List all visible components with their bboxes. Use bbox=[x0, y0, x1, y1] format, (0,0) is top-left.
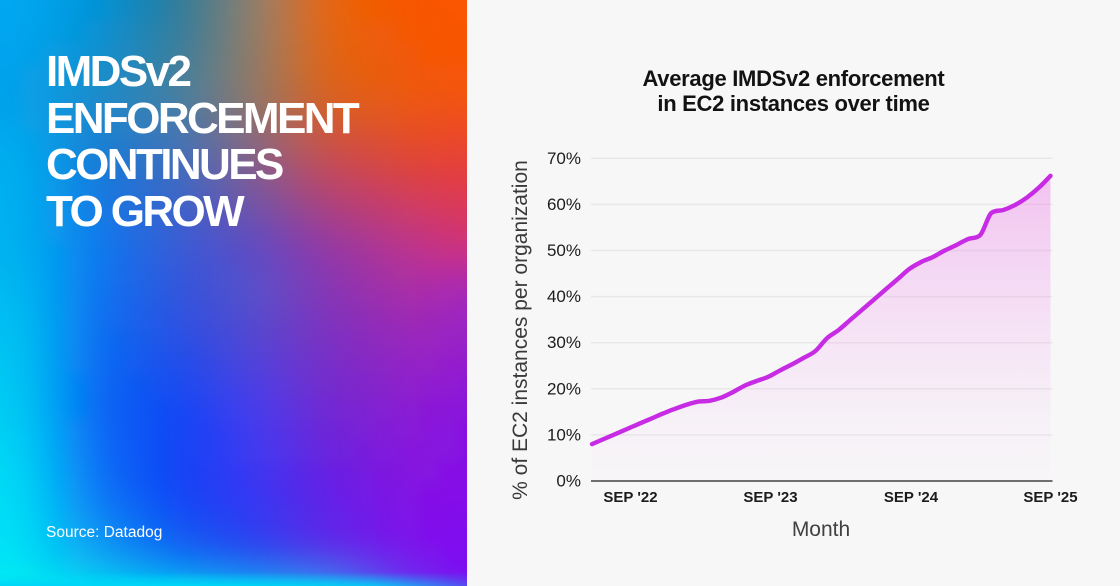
svg-text:60%: 60% bbox=[547, 195, 581, 214]
svg-text:0%: 0% bbox=[556, 472, 581, 491]
svg-text:40%: 40% bbox=[547, 287, 581, 306]
svg-text:50%: 50% bbox=[547, 241, 581, 260]
svg-text:20%: 20% bbox=[547, 379, 581, 398]
svg-text:10%: 10% bbox=[547, 425, 581, 444]
svg-text:Month: Month bbox=[792, 518, 850, 541]
svg-text:SEP '22: SEP '22 bbox=[603, 489, 657, 506]
svg-text:30%: 30% bbox=[547, 333, 581, 352]
svg-text:SEP '24: SEP '24 bbox=[884, 489, 939, 506]
svg-text:SEP '23: SEP '23 bbox=[743, 489, 797, 506]
svg-text:70%: 70% bbox=[547, 149, 581, 168]
svg-text:% of EC2 instances per organiz: % of EC2 instances per organization bbox=[509, 160, 532, 500]
svg-text:SEP '25: SEP '25 bbox=[1023, 489, 1077, 506]
